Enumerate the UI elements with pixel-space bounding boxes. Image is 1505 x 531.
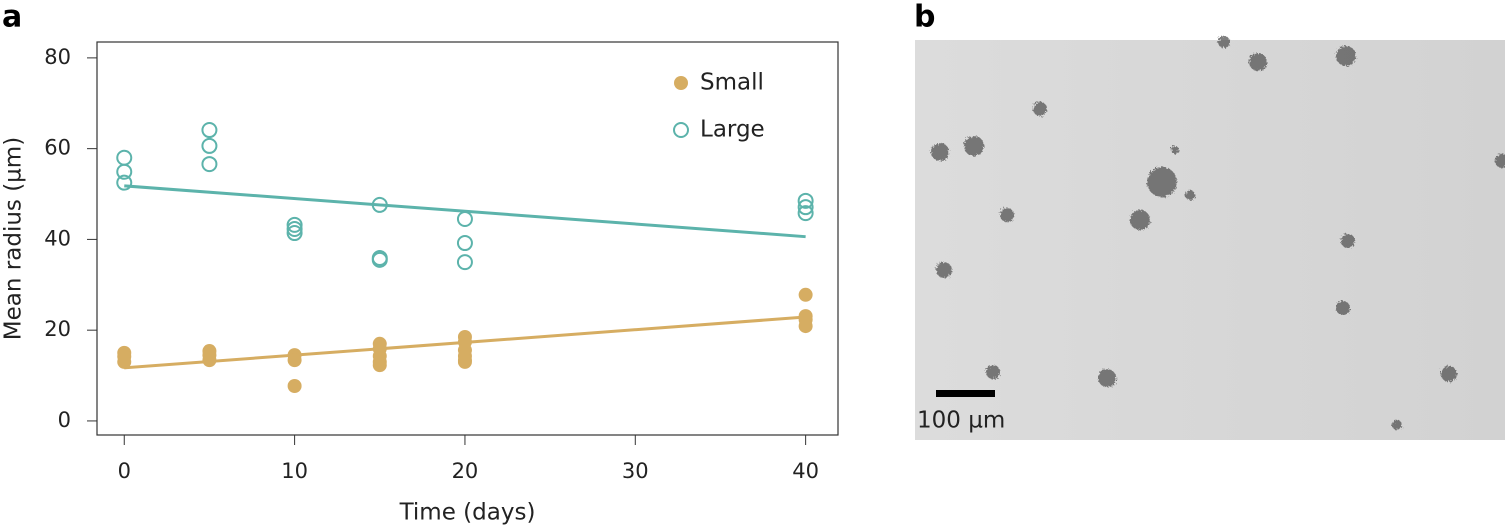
y-tick-label: 20 xyxy=(44,317,71,341)
point xyxy=(372,358,387,373)
point xyxy=(456,210,473,227)
scale-bar xyxy=(936,390,995,397)
micrograph: 100 µm xyxy=(915,36,1505,440)
y-tick-label: 40 xyxy=(44,226,71,250)
point xyxy=(201,122,218,139)
point xyxy=(117,354,132,369)
point xyxy=(287,353,302,368)
x-tick-label: 10 xyxy=(281,459,308,483)
point xyxy=(371,196,388,213)
y-axis-title: Mean radius (µm) xyxy=(1,137,27,340)
y-tick-label: 80 xyxy=(44,45,71,69)
legend-label: Small xyxy=(700,70,764,96)
point xyxy=(116,149,133,166)
x-tick-label: 0 xyxy=(118,459,131,483)
point xyxy=(797,205,814,222)
point xyxy=(797,192,814,209)
legend-marker xyxy=(673,122,689,138)
point xyxy=(116,163,133,180)
legend-label: Large xyxy=(700,117,765,143)
point xyxy=(797,199,814,216)
point xyxy=(116,174,133,191)
point xyxy=(286,216,303,233)
point xyxy=(798,287,813,302)
legend-marker xyxy=(674,76,688,90)
point xyxy=(371,251,388,268)
panel-label: a xyxy=(2,0,22,35)
point xyxy=(457,354,472,369)
point xyxy=(456,254,473,271)
x-tick-label: 20 xyxy=(452,459,479,483)
point xyxy=(201,156,218,173)
x-tick-label: 30 xyxy=(622,459,649,483)
point xyxy=(287,378,302,393)
image-background xyxy=(915,40,1505,440)
point xyxy=(202,353,217,368)
point xyxy=(456,235,473,252)
y-tick-label: 0 xyxy=(58,408,71,432)
x-tick-label: 40 xyxy=(792,459,819,483)
plot-frame xyxy=(96,41,839,436)
y-tick-label: 60 xyxy=(44,136,71,160)
x-axis-title: Time (days) xyxy=(399,500,536,526)
point xyxy=(201,137,218,154)
point xyxy=(286,220,303,237)
point xyxy=(798,319,813,334)
point xyxy=(286,225,303,242)
panel-label: b xyxy=(914,0,935,35)
scale-bar-label: 100 µm xyxy=(917,408,1005,434)
aggregates xyxy=(931,36,1505,430)
